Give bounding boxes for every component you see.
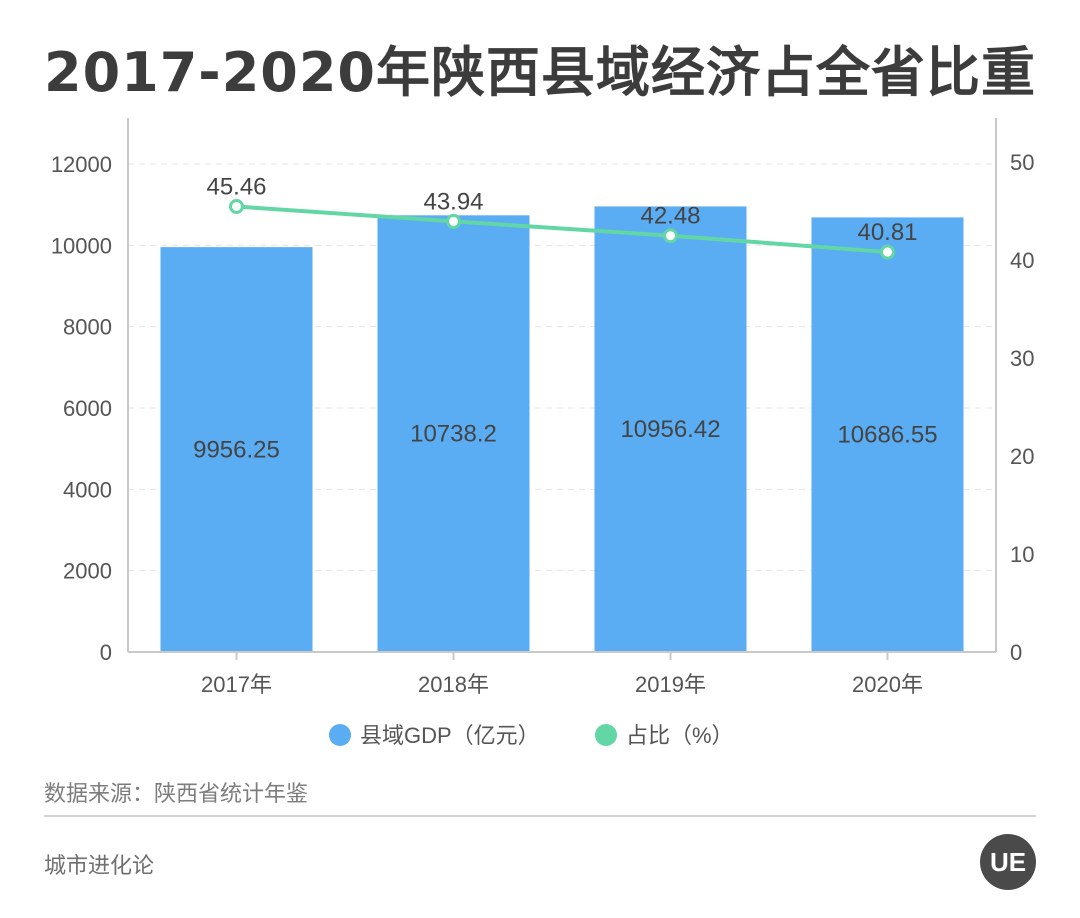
legend-marker-share xyxy=(595,724,617,746)
y-right-tick-label: 0 xyxy=(1010,640,1022,665)
y-right-tick-label: 50 xyxy=(1010,150,1034,175)
bar-2017年 xyxy=(160,247,313,653)
y-left-tick-label: 2000 xyxy=(63,559,112,584)
y-right-tick-label: 30 xyxy=(1010,346,1034,371)
chart-title: 2017-2020年陕西县域经济占全省比重 xyxy=(44,41,1036,104)
bar-2019年 xyxy=(594,206,747,653)
logo-text: UE xyxy=(990,847,1026,877)
y-right-tick-label: 10 xyxy=(1010,542,1034,567)
legend-label-share: 占比（%） xyxy=(626,723,734,748)
bar-value-label: 9956.25 xyxy=(193,437,280,464)
share-point xyxy=(446,213,461,229)
y-left-tick-label: 10000 xyxy=(51,233,112,258)
bar-value-label: 10686.55 xyxy=(837,422,937,449)
legend-marker-gdp xyxy=(329,724,351,746)
share-point xyxy=(663,228,678,244)
share-line xyxy=(236,204,888,255)
y-right-tick-label: 40 xyxy=(1010,248,1034,273)
x-tick-label: 2018年 xyxy=(418,672,489,697)
share-value-label: 42.48 xyxy=(640,203,700,230)
footer-divider xyxy=(44,815,1036,817)
share-value-label: 43.94 xyxy=(423,188,483,215)
bar-2020年 xyxy=(811,217,964,652)
x-tick-label: 2019年 xyxy=(635,672,706,697)
brand-name: 城市进化论 xyxy=(44,854,155,879)
bar-2018年 xyxy=(377,215,530,652)
y-left-tick-label: 4000 xyxy=(63,477,112,502)
share-value-label: 45.46 xyxy=(206,173,266,200)
combo-chart: 0 2000 4000 6000 8000 10000 12000 0 10 20 30 40 50 99… xyxy=(51,118,1034,748)
bar-value-label: 10738.2 xyxy=(410,421,497,448)
y-left-tick-label: 6000 xyxy=(63,396,112,421)
x-tick-label: 2017年 xyxy=(201,672,272,697)
x-tick-label: 2020年 xyxy=(852,672,923,697)
share-point xyxy=(880,244,895,260)
data-source-note: 数据来源：陕西省统计年鉴 xyxy=(44,782,309,807)
brand-logo: UE xyxy=(980,834,1036,890)
legend-label-gdp: 县域GDP（亿元） xyxy=(360,723,540,748)
share-point xyxy=(229,198,244,214)
y-left-tick-label: 0 xyxy=(100,640,112,665)
share-value-label: 40.81 xyxy=(857,219,917,246)
y-left-tick-label: 12000 xyxy=(51,152,112,177)
y-right-tick-label: 20 xyxy=(1010,444,1034,469)
bar-value-label: 10956.42 xyxy=(620,416,720,443)
y-left-tick-label: 8000 xyxy=(63,315,112,340)
